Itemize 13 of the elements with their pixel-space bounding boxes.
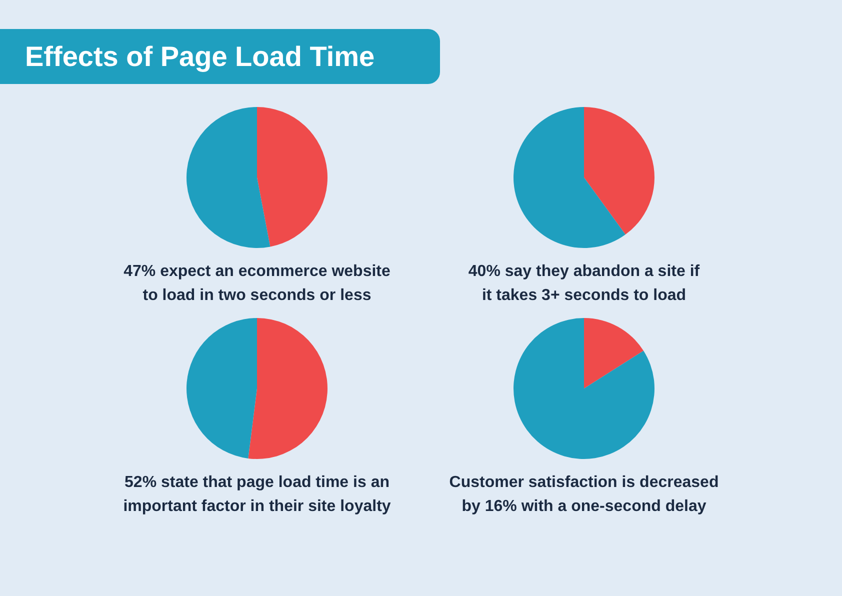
pie-slice — [584, 318, 644, 388]
chart-title: Effects of Page Load Time — [25, 41, 375, 72]
pie-slice — [584, 107, 654, 235]
pie-slice — [514, 107, 626, 248]
pie-slice — [186, 318, 257, 458]
text: Customer satisfaction is decreased by 16% with a one-second delay — [449, 474, 719, 515]
text: 40% say they abandon a site if it takes 3+ seconds to load — [468, 263, 700, 304]
text: 52% state that page load time is an important factor in their site loyalty — [123, 474, 391, 515]
text: 47% expect an ecommerce website to load in two seconds or less — [124, 263, 390, 304]
pie-slice — [514, 318, 654, 459]
pie-slice — [257, 107, 328, 247]
pie-slice — [186, 107, 270, 248]
pie-slice — [248, 318, 328, 459]
